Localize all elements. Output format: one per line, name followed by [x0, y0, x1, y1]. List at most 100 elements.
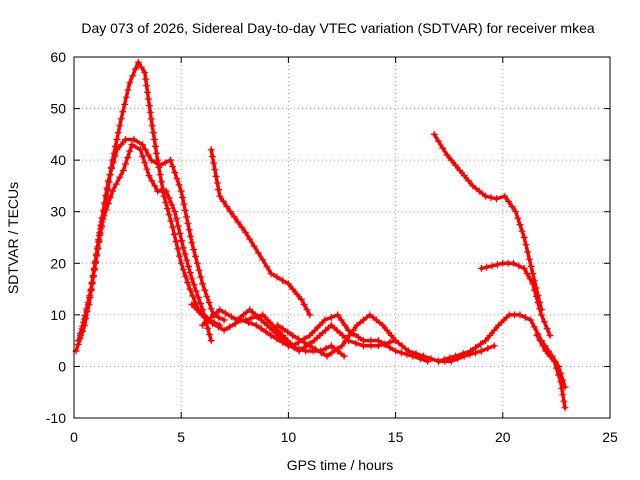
data-point: [392, 347, 400, 355]
y-tick-label: 30: [50, 204, 66, 220]
data-point: [560, 397, 568, 405]
data-point: [192, 299, 199, 307]
data-point: [297, 295, 305, 303]
data-point: [197, 273, 205, 281]
data-point: [177, 259, 185, 267]
data-point: [113, 146, 121, 154]
data-point: [114, 129, 122, 137]
data-point: [257, 316, 265, 324]
data-point: [386, 344, 394, 351]
data-point: [303, 306, 311, 314]
data-point: [160, 192, 168, 200]
data-point: [113, 136, 121, 143]
data-point: [490, 326, 498, 334]
data-point: [199, 321, 207, 329]
data-point: [153, 149, 160, 157]
data-point: [186, 269, 194, 277]
data-point: [250, 242, 258, 250]
y-tick-label: 60: [50, 49, 66, 65]
data-point: [379, 321, 387, 329]
data-point: [102, 206, 110, 214]
data-point: [177, 187, 185, 195]
data-point: [95, 238, 103, 246]
y-tick-label: 40: [50, 152, 66, 168]
data-point: [193, 306, 201, 314]
data-point: [259, 256, 267, 264]
data-point: [226, 323, 234, 331]
data-point: [162, 187, 170, 195]
data-point: [124, 86, 132, 94]
data-point: [122, 93, 130, 101]
data-point: [188, 239, 196, 247]
data-point: [398, 342, 406, 350]
data-point: [119, 167, 127, 174]
data-point: [482, 192, 490, 200]
data-point: [524, 248, 532, 256]
series-track-7: [242, 311, 432, 365]
data-layer: [72, 58, 569, 412]
data-point: [74, 337, 82, 345]
data-point: [197, 300, 204, 307]
plot-frame: [73, 56, 611, 419]
data-point: [122, 136, 129, 143]
data-point: [182, 272, 189, 280]
data-point: [405, 347, 412, 355]
data-point: [204, 316, 212, 324]
data-point: [206, 331, 213, 338]
data-point: [557, 378, 565, 386]
data-point: [242, 228, 249, 236]
data-point: [525, 255, 533, 263]
data-point: [150, 136, 158, 143]
data-point: [483, 263, 491, 271]
x-tick-label: 0: [70, 429, 78, 445]
data-point: [523, 270, 531, 278]
data-point: [383, 326, 391, 334]
data-point: [279, 332, 287, 339]
data-point: [116, 122, 124, 130]
data-point: [216, 192, 224, 200]
data-point: [211, 166, 219, 174]
data-point: [81, 312, 89, 320]
data-point: [540, 318, 548, 326]
data-point: [167, 217, 175, 225]
data-point: [380, 340, 388, 348]
data-point: [546, 352, 554, 360]
y-tick-label: 20: [50, 255, 66, 271]
data-point: [500, 316, 508, 324]
data-point: [186, 285, 194, 293]
data-point: [89, 272, 97, 280]
data-point: [199, 280, 207, 288]
data-point: [477, 264, 485, 272]
data-point: [132, 65, 139, 73]
data-point: [169, 223, 177, 231]
data-point: [366, 311, 374, 319]
data-point: [179, 266, 187, 274]
data-point: [555, 371, 562, 379]
data-point: [508, 203, 516, 211]
data-point: [139, 152, 147, 160]
data-point: [530, 323, 538, 331]
data-point: [144, 88, 151, 96]
data-point: [146, 108, 154, 116]
series-track-8: [274, 311, 498, 365]
x-axis-label: GPS time / hours: [287, 457, 394, 473]
series-track-12: [533, 332, 569, 412]
data-point: [91, 258, 99, 266]
data-point: [559, 391, 567, 399]
data-point: [193, 259, 201, 267]
data-point: [152, 142, 159, 150]
data-point: [234, 218, 242, 226]
data-point: [322, 344, 330, 352]
series-track-9: [430, 130, 545, 314]
y-tick-label: 10: [50, 307, 66, 323]
data-point: [98, 218, 106, 226]
data-point: [144, 151, 152, 159]
data-point: [284, 328, 292, 336]
data-point: [284, 337, 292, 345]
data-point: [387, 332, 395, 339]
data-point: [238, 223, 246, 231]
data-point: [242, 316, 249, 324]
data-point: [106, 171, 114, 179]
data-point: [161, 159, 169, 167]
data-point: [460, 172, 468, 180]
